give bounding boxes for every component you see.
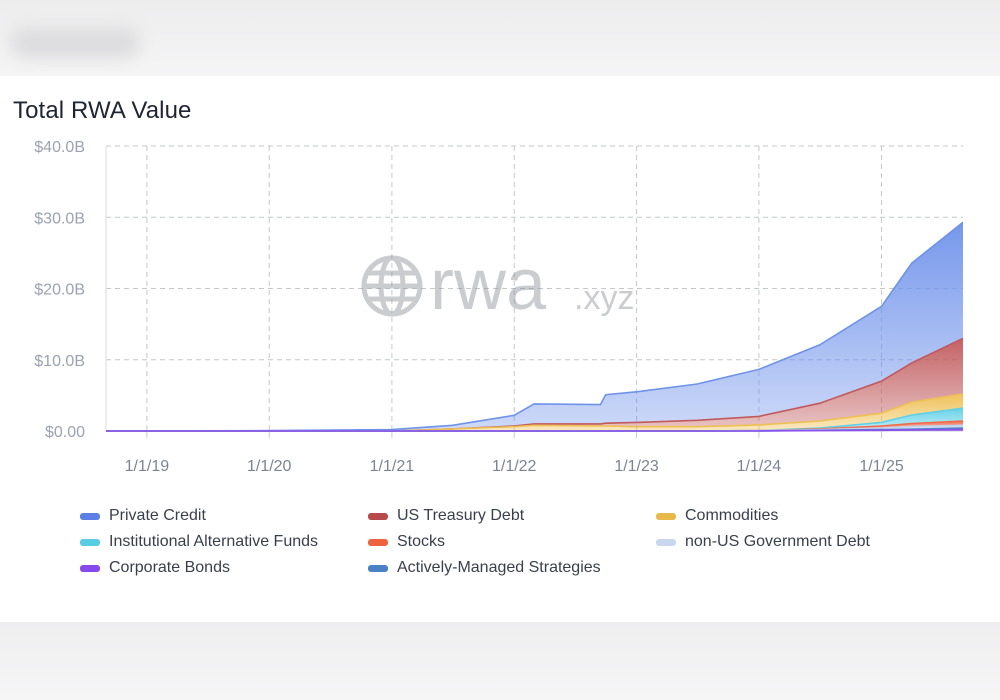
x-tick-label: 1/1/23 (614, 458, 659, 475)
x-tick-label: 1/1/20 (247, 458, 292, 475)
x-tick-label: 1/1/22 (492, 458, 537, 475)
blurred-header-smudge (10, 28, 140, 58)
x-tick-label: 1/1/25 (859, 458, 904, 475)
rwa-area-chart[interactable]: $0.00 $10.0B $20.0B $30.0B $40.0B 1/1/19 1/1/2… (0, 76, 1000, 622)
x-tick-label: 1/1/21 (370, 458, 415, 475)
chart-card: Total RWA Value $0.00 $10.0B $20.0B $30.0B $… (0, 76, 1000, 622)
x-tick-label: 1/1/24 (737, 458, 782, 475)
globe-icon (361, 255, 423, 317)
y-tick-label: $0.00 (45, 424, 85, 441)
area-private-credit (106, 222, 963, 431)
y-tick-label: $40.0B (34, 139, 85, 156)
x-tick-label: 1/1/19 (125, 458, 170, 475)
y-tick-label: $10.0B (34, 353, 85, 370)
y-tick-label: $20.0B (34, 282, 85, 299)
y-tick-label: $30.0B (34, 210, 85, 227)
line-private-credit (105, 221, 964, 432)
blurred-footer-background (0, 622, 1000, 700)
watermark-text: rwa (430, 245, 547, 325)
line-corporate-bonds (106, 428, 964, 432)
blurred-header-background (0, 0, 1000, 76)
watermark: rwa .xyz (361, 245, 634, 325)
watermark-suffix: .xyz (574, 279, 634, 317)
chart-title: Total RWA Value (13, 97, 192, 124)
